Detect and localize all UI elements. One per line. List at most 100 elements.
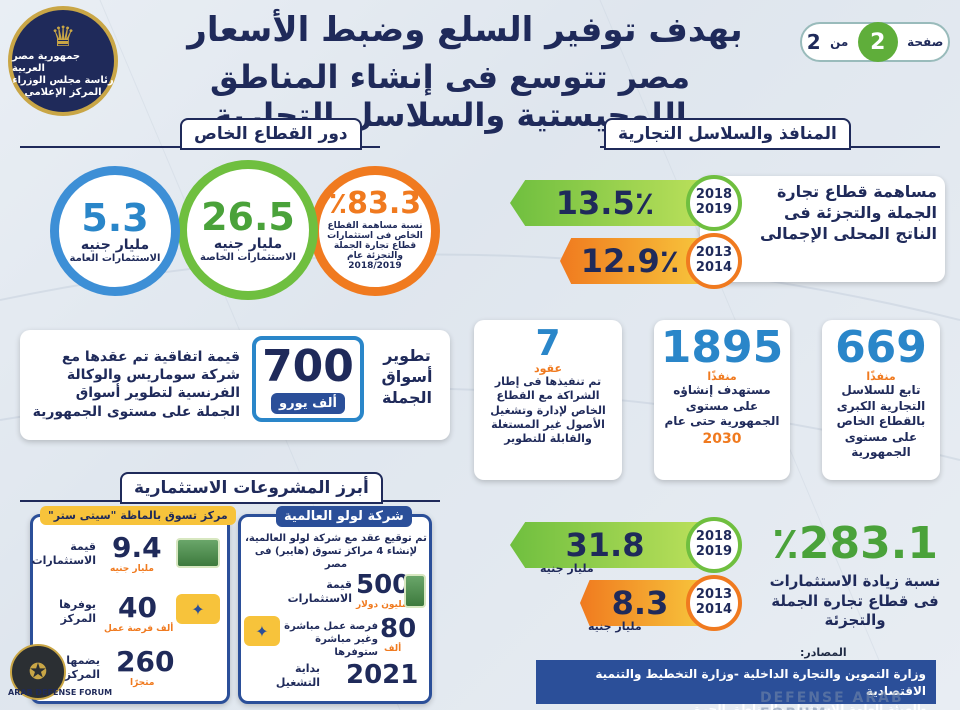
- page-indicator: صفحة 2 من 2: [800, 22, 950, 62]
- gdp-year-2014-a: 2013: [695, 245, 733, 261]
- private-share-circle: ٪83.3 نسبة مساهمة القطاع الخاص فى استثما…: [310, 166, 440, 296]
- city-center-jobs-value: 40: [118, 591, 157, 624]
- city-center-invest-value: 9.4: [112, 531, 162, 564]
- gdp-year-2014-b: 2014: [695, 260, 733, 275]
- lulu-chip: شركة لولو العالمية: [276, 506, 412, 527]
- gdp-text: مساهمة قطاع تجارة الجملة والتجزئة فى الن…: [759, 182, 937, 243]
- page-label: صفحة: [907, 35, 944, 49]
- gdp-year-2019: 2018 2019: [686, 175, 742, 231]
- invest-year-2019-b: 2019: [695, 544, 733, 559]
- gdp-year-2019-b: 2019: [695, 202, 733, 217]
- invest-value-2019: 31.8: [565, 526, 645, 564]
- outlets-1895-year: 2030: [702, 430, 742, 447]
- outlets-1895-value: 1895: [660, 322, 784, 373]
- outlets-1895-unit: منفذًا: [707, 370, 737, 383]
- city-center-jobs-unit: ألف فرصة عمل: [104, 624, 174, 634]
- contracts-value: 7: [535, 323, 561, 364]
- lulu-invest-value: 500: [356, 570, 411, 600]
- outlets-title: المنافذ والسلاسل التجارية: [604, 118, 851, 150]
- logo-line-1: جمهورية مصر العربية: [12, 51, 81, 74]
- media-center-logo: ♛ جمهورية مصر العربية رئاسة مجلس الوزراء…: [8, 6, 118, 116]
- agreement-tag: تطوير أسواق الجملة: [381, 346, 433, 407]
- jobs-icon: ✦: [244, 616, 280, 646]
- invest-increase-value: ٪283.1: [771, 518, 939, 569]
- city-center-stores-unit: متجرًا: [130, 678, 155, 688]
- city-center-invest-unit: مليار جنيه: [110, 564, 154, 574]
- forum-emblem-text: ARAB DEFENSE FORUM: [8, 688, 113, 697]
- private-share-text: نسبة مساهمة القطاع الخاص فى استثمارات قط…: [327, 221, 423, 271]
- gdp-year-2014: 2013 2014: [686, 233, 742, 289]
- invest-year-2014-b: 2014: [695, 602, 733, 617]
- invest-value-2014: 8.3: [611, 584, 669, 622]
- page-title-line-1: بهدف توفير السلع وضبط الأسعار: [187, 10, 743, 50]
- gdp-value-2014: 12.9٪: [580, 242, 680, 280]
- sources-box: وزارة التموين والتجارة الداخلية -وزارة ا…: [536, 660, 936, 710]
- city-center-jobs-label: يوفرها المركز: [59, 598, 96, 626]
- money-stack-icon: [176, 538, 220, 568]
- lulu-jobs-label: فرصة عمل مباشرة وغير مباشرة ستوفرها: [284, 621, 378, 658]
- private-share-value: ٪83.3: [328, 186, 422, 221]
- gdp-bar-2014: 12.9٪: [560, 238, 700, 284]
- agreement-unit: ألف يورو: [271, 392, 345, 414]
- public-investments-value: 5.3: [81, 195, 149, 240]
- gdp-value-2019: 13.5٪: [555, 184, 655, 222]
- contracts-card: 7 عقود تم تنفيذها فى إطار الشراكة مع الق…: [474, 320, 622, 480]
- public-investments-unit: مليار جنيه: [80, 236, 150, 253]
- source-line-1: وزارة التموين والتجارة الداخلية -وزارة ا…: [595, 667, 926, 699]
- invest-bar-2014: 8.3: [580, 580, 700, 626]
- lulu-start-label: بداية التشغيل: [275, 662, 320, 690]
- lulu-intro: تم توقيع عقد مع شركة لولو العالمية، لإنش…: [245, 533, 427, 570]
- lulu-jobs-value: 80: [380, 614, 417, 644]
- invest-year-2014-a: 2013: [695, 587, 733, 603]
- private-investments-unit: مليار جنيه: [213, 235, 283, 252]
- page-number: 2: [857, 22, 898, 62]
- private-investments-circle: 26.5 مليار جنيه الاستثمارات الخاصة: [178, 160, 318, 300]
- private-investments-value: 26.5: [201, 194, 295, 239]
- agreement-card: [20, 330, 450, 440]
- outlets-1895-text: مستهدف إنشاؤه على مستوى الجمهورية حتى عا…: [664, 383, 780, 429]
- outlets-669-unit: منفذًا: [866, 370, 896, 383]
- lulu-start-value: 2021: [346, 660, 419, 690]
- city-center-chip: مركز تسوق بالماظة "سيتى ستر": [40, 506, 236, 525]
- outlets-669-value: 669: [835, 322, 927, 373]
- outlets-669-text: تابع للسلاسل التجارية الكبرى بالقطاع الخ…: [836, 383, 926, 460]
- gdp-bar-2019: 13.5٪: [510, 180, 700, 226]
- invest-increase-text: نسبة زيادة الاستثمارات فى قطاع تجارة الج…: [769, 572, 941, 629]
- public-investments-circle: 5.3 مليار جنيه الاستثمارات العامة: [50, 166, 180, 296]
- outlets-669-card: 669 منفذًا تابع للسلاسل التجارية الكبرى …: [822, 320, 940, 480]
- invest-unit-2019: مليار جنيه: [540, 562, 594, 575]
- sources-label: المصادر:: [800, 646, 847, 659]
- city-center-stores-label: يضمها المركز: [64, 654, 100, 682]
- projects-title: أبرز المشروعات الاستثمارية: [120, 472, 383, 504]
- private-sector-title: دور القطاع الخاص: [180, 118, 362, 150]
- lulu-invest-label: قيمة الاستثمارات: [287, 578, 352, 606]
- invest-year-2019: 2018 2019: [686, 517, 742, 573]
- contracts-unit: عقود: [534, 362, 562, 375]
- eagle-icon: ♛: [50, 20, 76, 53]
- contracts-text: تم تنفيذها فى إطار الشراكة مع القطاع الخ…: [490, 375, 606, 446]
- invest-year-2019-a: 2018: [695, 529, 733, 545]
- lulu-panel: [238, 514, 432, 704]
- outlets-1895-card: 1895 منفذًا مستهدف إنشاؤه على مستوى الجم…: [654, 320, 790, 480]
- city-center-invest-label: قيمة الاستثمارات: [31, 540, 96, 568]
- page-of-label: من: [830, 35, 849, 49]
- agreement-value: 700: [262, 340, 354, 392]
- public-investments-label: الاستثمارات العامة: [69, 252, 161, 264]
- lulu-jobs-unit: ألف: [384, 644, 402, 654]
- private-investments-label: الاستثمارات الخاصة: [200, 251, 296, 263]
- source-line-2: -الهيئة العامة للاستثمار والمناطق الحرة: [693, 701, 926, 710]
- jobs-badge-icon: ✦: [176, 594, 220, 624]
- invest-bar-2019: 31.8: [510, 522, 700, 568]
- forum-emblem-icon: ✪: [10, 644, 66, 700]
- lulu-invest-unit: مليون دولار: [356, 600, 408, 610]
- page-total: 2: [806, 30, 821, 54]
- agreement-text: قيمة اتفاقية تم عقدها مع شركة سوماريس وا…: [32, 349, 240, 420]
- city-center-stores-value: 260: [116, 645, 175, 678]
- watermark-text: DEFENSE ARAB FORUM: [760, 690, 904, 710]
- agreement-value-box: 700 ألف يورو: [252, 336, 364, 422]
- logo-line-2: رئاسة مجلس الوزراء: [12, 75, 114, 86]
- logo-line-3: المركز الإعلامي: [24, 87, 102, 98]
- gdp-year-2019-a: 2018: [695, 187, 733, 203]
- invest-year-2014: 2013 2014: [686, 575, 742, 631]
- money-icon: [404, 574, 426, 608]
